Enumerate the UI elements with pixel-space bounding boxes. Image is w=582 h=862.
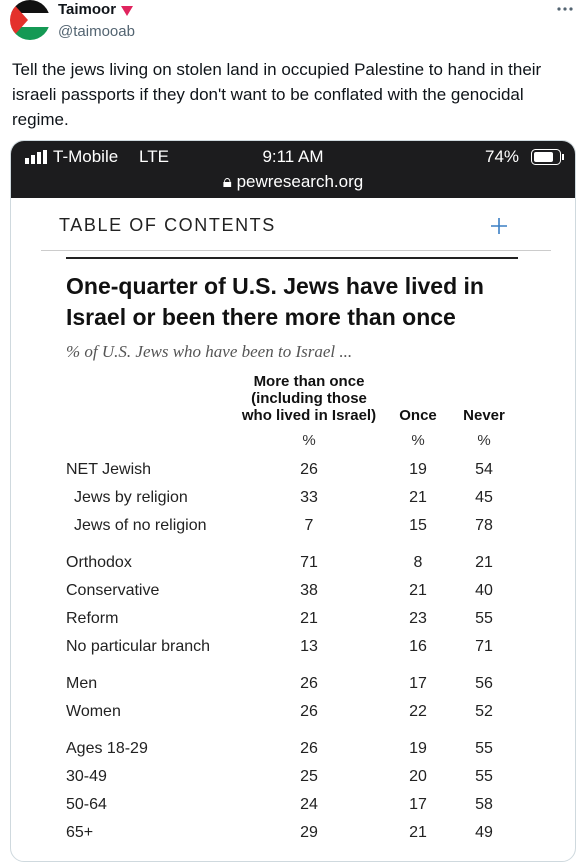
cell-value: 56 [475,675,493,692]
cell-value: 17 [409,675,427,692]
cell-value: 8 [413,554,423,571]
cell-value: 21 [409,489,427,506]
lock-icon: 🔒︎ [222,172,237,191]
url: pewresearch.org [236,172,364,191]
row-label: Conservative [66,582,160,599]
cell-value: 13 [300,638,318,655]
clock: 9:11 AM [262,147,324,166]
media-card[interactable]: T-Mobile LTE 9:11 AM 74% 🔒︎ pewresearch.… [10,140,576,862]
cell-value: 49 [475,824,493,841]
column-unit: % [411,432,425,449]
column-unit: % [477,432,491,449]
rule [66,257,518,259]
cell-value: 45 [475,489,493,506]
cell-value: 24 [300,796,318,813]
column-header: Never [463,407,505,424]
cell-value: 26 [300,461,318,478]
cell-value: 25 [300,768,318,785]
cell-value: 55 [475,740,493,757]
divider [41,250,551,251]
cell-value: 21 [409,582,427,599]
cell-value: 55 [475,768,493,785]
row-label: Reform [66,610,119,627]
column-unit: % [302,432,316,449]
network: LTE [139,147,169,166]
battery-icon [531,149,564,165]
cell-value: 71 [300,554,318,571]
cell-value: 33 [300,489,318,506]
cell-value: 22 [409,703,427,720]
more-button[interactable] [556,6,574,12]
column-header: who lived in Israel) [241,407,377,424]
cell-value: 52 [475,703,493,720]
row-label: NET Jewish [66,461,152,478]
flag-emoji [121,6,133,16]
row-label: 65+ [66,824,94,841]
page: {"tweet": {"author": "Taimoor", "handle"… [10,0,576,862]
table-subtitle: % of U.S. Jews who have been to Israel .… [66,342,353,361]
column-header: Once [399,407,437,424]
row-label: Orthodox [66,554,132,571]
cell-value: 16 [409,638,427,655]
row-label: 30-49 [66,768,107,785]
cell-value: 20 [409,768,427,785]
column-header: (including those [251,390,367,407]
row-label: Jews by religion [74,489,188,506]
row-label: Women [66,703,121,720]
cell-value: 19 [409,740,427,757]
author-name[interactable]: Taimoor [58,1,117,18]
cell-value: 78 [475,517,493,534]
cell-value: 29 [300,824,318,841]
row-label: Men [66,675,98,692]
expand-icon [491,218,507,234]
cell-value: 7 [304,517,314,534]
cell-value: 26 [300,703,318,720]
cell-value: 15 [409,517,427,534]
row-label: 50-64 [66,796,107,813]
signal-icon [25,150,47,164]
carrier: T-Mobile [53,147,119,166]
avatar[interactable] [10,0,50,40]
row-label: Ages 18-29 [66,740,148,757]
tweet-text: Tell the jews living on stolen land in o… [12,60,542,129]
url-bar: 🔒︎ pewresearch.org [11,172,575,192]
cell-value: 23 [409,610,427,627]
cell-value: 54 [475,461,493,478]
author-handle[interactable]: @taimooab [58,23,135,40]
toc-heading: TABLE OF CONTENTS [59,215,276,235]
status-bar: T-Mobile LTE 9:11 AM 74% 🔒︎ pewresearch.… [11,141,575,198]
cell-value: 40 [475,582,493,599]
battery-level: 74% [485,147,520,166]
row-label: No particular branch [66,638,211,655]
cell-value: 19 [409,461,427,478]
cell-value: 21 [300,610,318,627]
cell-value: 21 [475,554,493,571]
table-title: One-quarter of U.S. Jews have lived in I… [66,273,484,330]
cell-value: 17 [409,796,427,813]
column-header: More than once [253,373,365,390]
cell-value: 58 [475,796,493,813]
cell-value: 55 [475,610,493,627]
cell-value: 26 [300,740,318,757]
cell-value: 71 [475,638,493,655]
cell-value: 21 [409,824,427,841]
cell-value: 26 [300,675,318,692]
row-label: Jews of no religion [74,517,207,534]
cell-value: 38 [300,582,318,599]
